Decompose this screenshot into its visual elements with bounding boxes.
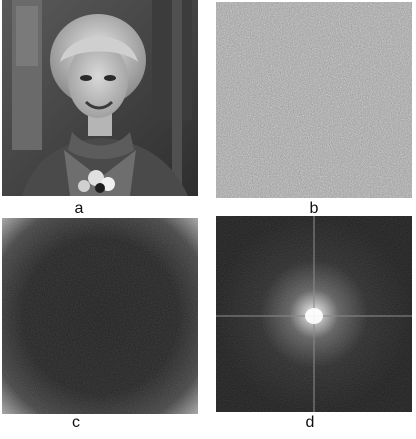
panel-a-photograph (2, 0, 198, 196)
caption-a: a (74, 200, 84, 217)
image-spectrum-image (216, 216, 412, 412)
caption-b: b (309, 200, 319, 217)
panel-d-image-spectrum (216, 216, 412, 412)
panel-c-noise-spectrum (2, 218, 198, 414)
noise-spectrum-image (2, 218, 198, 414)
noise-texture-image (216, 2, 412, 198)
portrait-image (2, 0, 198, 196)
caption-d: d (305, 414, 315, 431)
panel-b-noise (216, 2, 412, 198)
caption-c: c (72, 414, 80, 431)
